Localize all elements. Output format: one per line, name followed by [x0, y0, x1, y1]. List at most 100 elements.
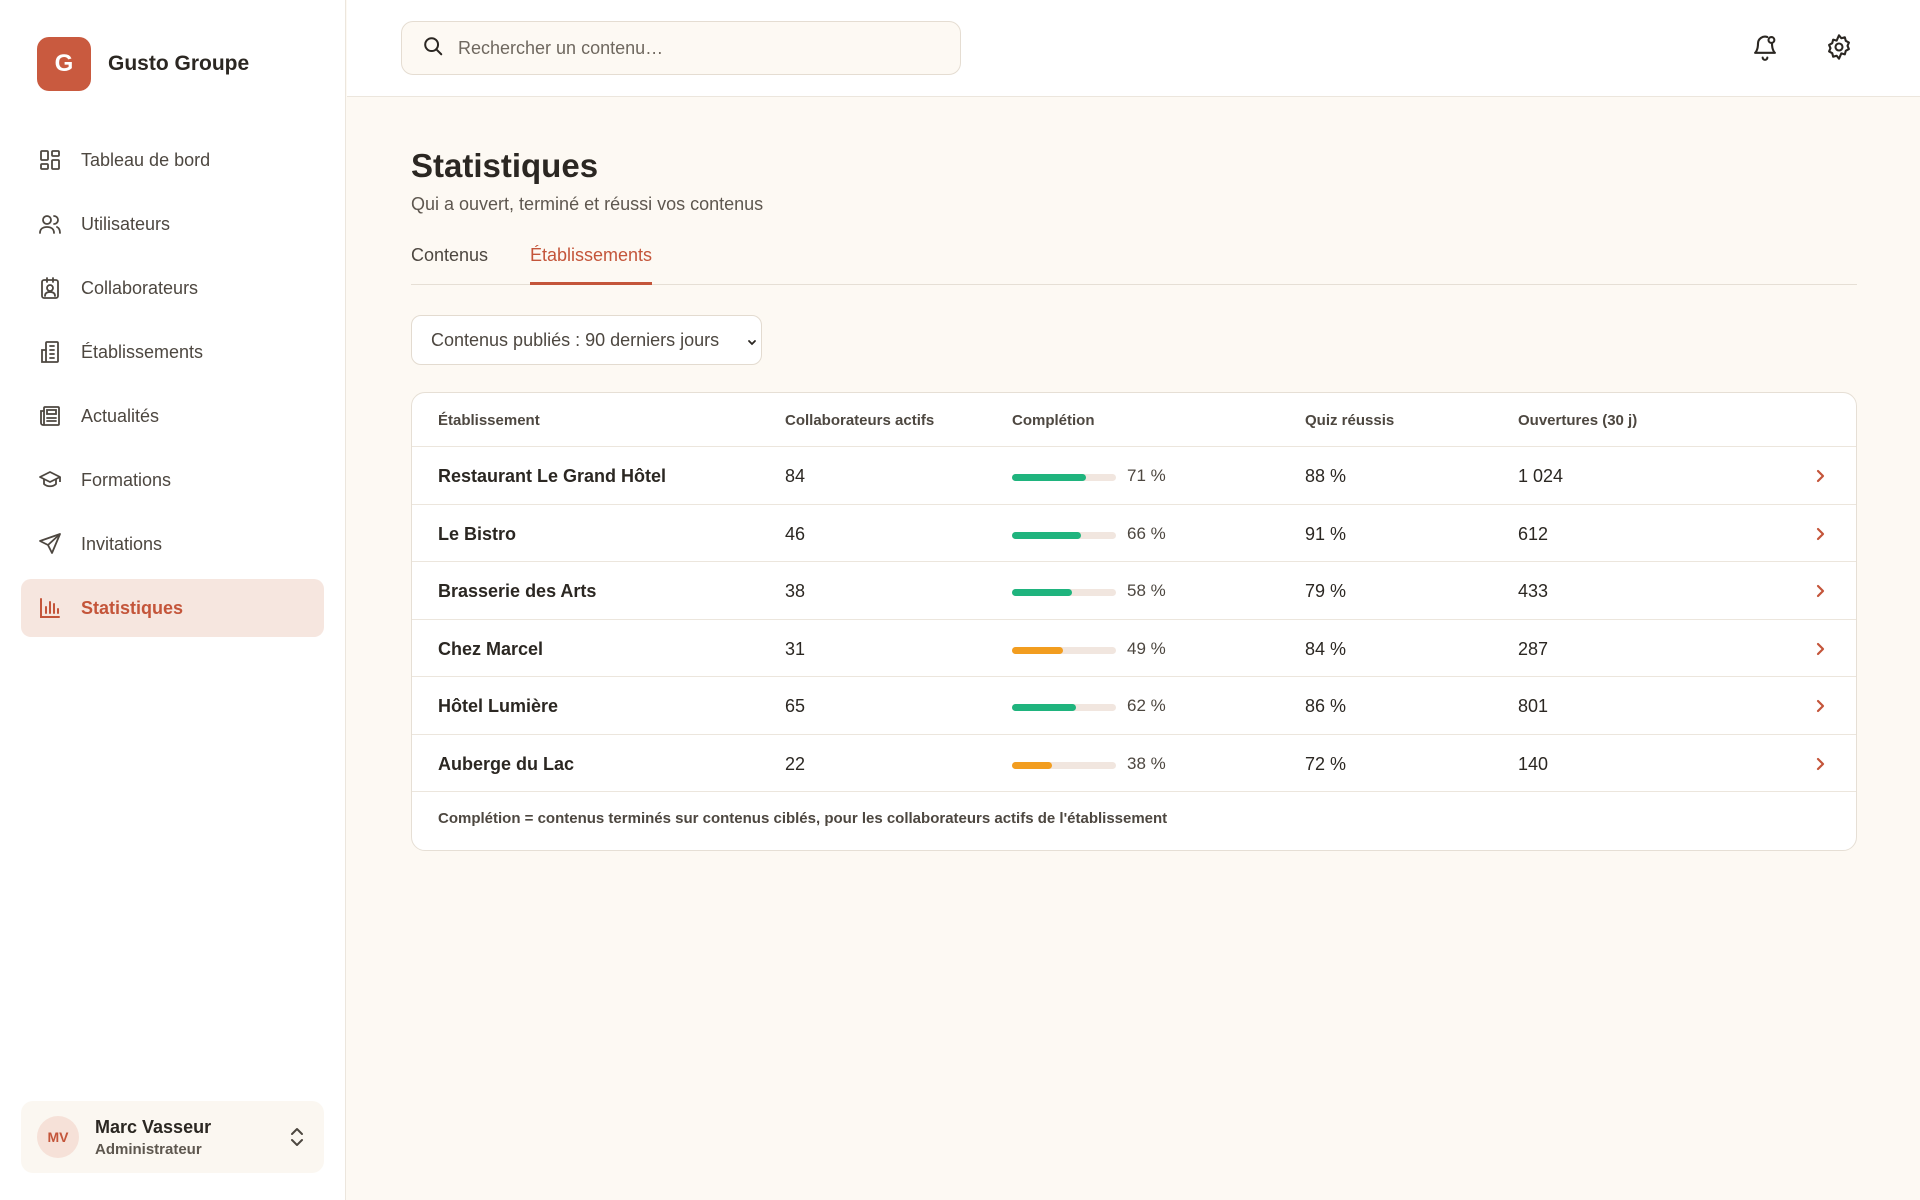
table-row[interactable]: Le Bistro 46 66 % 91 % 612: [412, 505, 1856, 562]
sidebar-item-collaborateurs[interactable]: Collaborateurs: [21, 259, 324, 317]
openings-30d: 801: [1518, 696, 1549, 716]
page-title: Statistiques: [411, 147, 599, 184]
completion-bar: [1012, 704, 1116, 711]
completion-bar-fill: [1012, 646, 1063, 654]
openings-30d: 1 024: [1518, 466, 1564, 486]
avatar: MV: [37, 1116, 79, 1158]
table-footnote: Complétion = contenus terminés sur conte…: [438, 810, 1168, 827]
bar-chart-icon: [37, 595, 63, 621]
table-row[interactable]: Restaurant Le Grand Hôtel 84 71 % 88 % 1 024: [412, 447, 1856, 505]
quiz-success: 72 %: [1305, 753, 1347, 774]
chevron-right-icon[interactable]: [1811, 582, 1829, 605]
sidebar-item-invitations[interactable]: Invitations: [21, 515, 324, 573]
chevron-right-icon[interactable]: [1811, 755, 1829, 778]
sidebar-item-formations[interactable]: Formations: [21, 451, 324, 509]
sidebar-item-actualites[interactable]: Actualités: [21, 387, 324, 445]
column-header-quiz-reussis[interactable]: Quiz réussis: [1305, 412, 1395, 429]
sidebar-item-label: Utilisateurs: [81, 213, 171, 234]
active-collaborators: 84: [785, 466, 806, 486]
chevron-right-icon[interactable]: [1811, 467, 1829, 490]
establishment-name: Hôtel Lumière: [438, 696, 559, 716]
sidebar-item-statistiques[interactable]: Statistiques: [21, 579, 324, 637]
user-info: Marc Vasseur Administrateur: [95, 1117, 211, 1158]
establishment-name: Brasserie des Arts: [438, 581, 597, 601]
table-row[interactable]: Auberge du Lac 22 38 % 72 % 140: [412, 735, 1856, 792]
search-input[interactable]: [458, 37, 938, 59]
establishment-name: Auberge du Lac: [438, 753, 575, 774]
quiz-success: 79 %: [1305, 581, 1347, 601]
column-header-etablissement[interactable]: Établissement: [438, 412, 540, 429]
completion-bar: [1012, 531, 1116, 539]
completion-bar: [1012, 474, 1116, 481]
sidebar-item-label: Statistiques: [81, 597, 184, 618]
openings-30d: 287: [1518, 638, 1549, 659]
establishment-name: Le Bistro: [438, 523, 517, 544]
building-icon: [37, 339, 63, 365]
user-name: Marc Vasseur: [95, 1116, 212, 1137]
sidebar-item-etablissements[interactable]: Établissements: [21, 323, 324, 381]
openings-30d: 433: [1518, 581, 1549, 601]
table-row[interactable]: Brasserie des Arts 38 58 % 79 % 433: [412, 562, 1856, 620]
completion-percent: 71 %: [1127, 466, 1166, 485]
active-collaborators: 22: [785, 753, 806, 774]
dashboard-icon: [37, 147, 63, 173]
establishment-name: Restaurant Le Grand Hôtel: [438, 466, 667, 486]
completion-bar-fill: [1012, 589, 1073, 596]
sidebar-item-label: Collaborateurs: [81, 277, 199, 298]
sidebar-item-tableau-de-bord[interactable]: Tableau de bord: [21, 131, 324, 189]
chevron-up-down-icon[interactable]: [288, 1125, 306, 1154]
completion-percent: 38 %: [1127, 753, 1166, 773]
table-row[interactable]: Chez Marcel 31 49 % 84 % 287: [412, 620, 1856, 677]
filter-label: Contenus publiés : 90 derniers jours: [431, 329, 720, 350]
brand[interactable]: G Gusto Groupe: [37, 37, 249, 91]
chevron-right-icon[interactable]: [1811, 640, 1829, 663]
openings-30d: 612: [1518, 523, 1549, 544]
bell-icon[interactable]: [1751, 33, 1781, 63]
table-body: Restaurant Le Grand Hôtel 84 71 % 88 % 1 024…: [412, 447, 1856, 792]
openings-30d: 140: [1518, 753, 1549, 774]
users-icon: [37, 211, 63, 237]
chevron-right-icon[interactable]: [1811, 697, 1829, 720]
completion-bar: [1012, 761, 1116, 769]
graduation-cap-icon: [37, 467, 63, 493]
active-collaborators: 65: [785, 696, 806, 716]
quiz-success: 91 %: [1305, 523, 1347, 544]
sidebar-item-label: Formations: [81, 469, 172, 490]
completion-bar: [1012, 646, 1116, 654]
search-box[interactable]: [401, 21, 961, 75]
table-header: Établissement Collaborateurs actifs Comp…: [412, 393, 1856, 447]
send-icon: [37, 531, 63, 557]
completion-bar-fill: [1012, 761, 1052, 769]
user-card[interactable]: MV Marc Vasseur Administrateur: [21, 1101, 324, 1173]
completion-percent: 58 %: [1127, 581, 1166, 600]
page-subtitle: Qui a ouvert, terminé et réussi vos cont…: [411, 194, 764, 214]
sidebar-nav: Tableau de bord Utilisateurs Collaborate…: [21, 131, 324, 643]
chevron-down-icon: [746, 333, 758, 354]
sidebar-item-label: Établissements: [81, 341, 204, 362]
establishment-name: Chez Marcel: [438, 638, 544, 659]
user-role: Administrateur: [95, 1140, 202, 1158]
sidebar-item-label: Actualités: [81, 405, 160, 426]
gear-icon[interactable]: [1825, 33, 1855, 63]
sidebar-item-label: Tableau de bord: [81, 149, 211, 170]
completion-bar-fill: [1012, 704, 1077, 711]
table-row[interactable]: Hôtel Lumière 65 62 % 86 % 801: [412, 677, 1856, 735]
brand-logo: G: [37, 37, 91, 91]
completion-percent: 49 %: [1127, 638, 1166, 658]
completion-percent: 66 %: [1127, 523, 1166, 543]
tab-contenus[interactable]: Contenus: [411, 245, 489, 265]
sidebar: G Gusto Groupe Tableau de bord Utilisate…: [0, 0, 346, 1200]
brand-name: Gusto Groupe: [108, 52, 250, 75]
column-header-completion[interactable]: Complétion: [1012, 412, 1095, 429]
column-header-collaborateurs-actifs[interactable]: Collaborateurs actifs: [785, 412, 935, 429]
tabs: Contenus Établissements: [411, 237, 1857, 285]
sidebar-item-label: Invitations: [81, 533, 163, 554]
badge-icon: [37, 275, 63, 301]
column-header-ouvertures[interactable]: Ouvertures (30 j): [1518, 412, 1638, 429]
tab-etablissements[interactable]: Établissements: [530, 245, 653, 285]
chevron-right-icon[interactable]: [1811, 525, 1829, 548]
completion-bar-fill: [1012, 474, 1086, 481]
sidebar-item-utilisateurs[interactable]: Utilisateurs: [21, 195, 324, 253]
establishments-table: Établissement Collaborateurs actifs Comp…: [411, 392, 1857, 851]
period-filter-select[interactable]: Contenus publiés : 90 derniers jours: [411, 315, 762, 365]
